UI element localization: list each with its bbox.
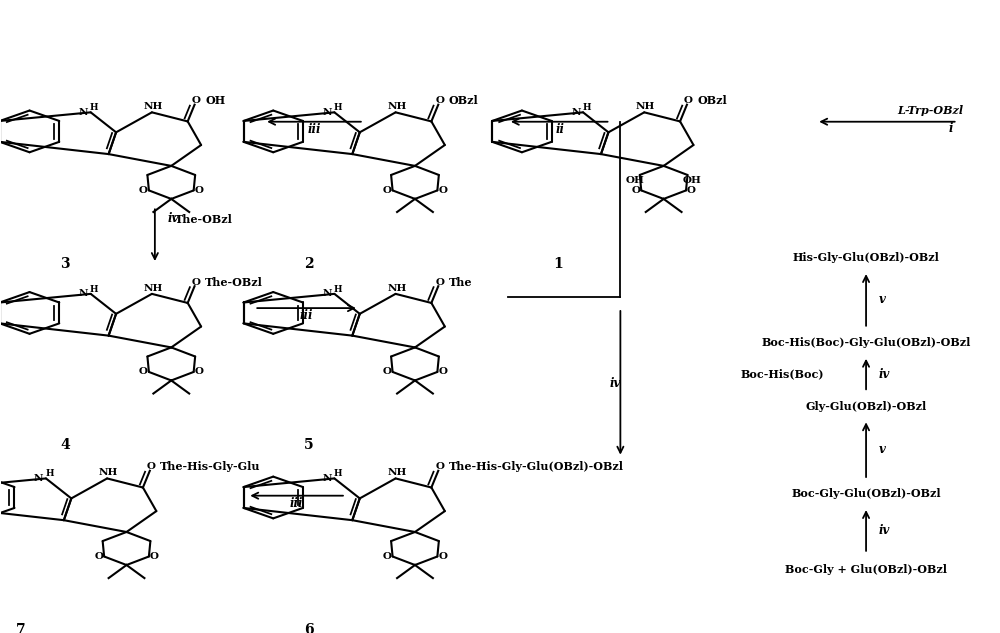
Text: H: H	[334, 103, 342, 112]
Text: NH: NH	[144, 102, 163, 111]
Text: iv: iv	[879, 368, 890, 380]
Text: O: O	[94, 552, 103, 561]
Text: N: N	[323, 108, 332, 117]
Text: H: H	[582, 103, 591, 112]
Text: NH: NH	[144, 284, 163, 292]
Text: 2: 2	[304, 257, 314, 271]
Text: O: O	[192, 96, 201, 105]
Text: N: N	[323, 474, 332, 483]
Text: O: O	[438, 552, 447, 561]
Text: v: v	[879, 443, 886, 456]
Text: O: O	[139, 186, 148, 195]
Text: O: O	[195, 367, 204, 377]
Text: Boc-His(Boc)-Gly-Glu(OBzl)-OBzl: Boc-His(Boc)-Gly-Glu(OBzl)-OBzl	[761, 337, 971, 348]
Text: O: O	[139, 367, 148, 377]
Text: Boc-Gly + Glu(OBzl)-OBzl: Boc-Gly + Glu(OBzl)-OBzl	[785, 564, 947, 575]
Text: OBzl: OBzl	[697, 96, 727, 106]
Text: iv: iv	[168, 212, 179, 225]
Text: NH: NH	[636, 102, 655, 111]
Text: Gly-Glu(OBzl)-OBzl: Gly-Glu(OBzl)-OBzl	[805, 401, 927, 411]
Text: OBzl: OBzl	[449, 96, 479, 106]
Text: O: O	[435, 278, 444, 287]
Text: 7: 7	[16, 623, 25, 633]
Text: H: H	[334, 470, 342, 479]
Text: N: N	[34, 474, 44, 483]
Text: NH: NH	[387, 284, 407, 292]
Text: N: N	[79, 289, 88, 298]
Text: O: O	[383, 367, 392, 377]
Text: The-OBzl: The-OBzl	[175, 214, 233, 225]
Text: OH: OH	[205, 96, 225, 106]
Text: N: N	[79, 108, 88, 117]
Text: O: O	[195, 186, 204, 195]
Text: O: O	[687, 186, 696, 195]
Text: His-Gly-Glu(OBzl)-OBzl: His-Gly-Glu(OBzl)-OBzl	[793, 253, 939, 263]
Text: 1: 1	[553, 257, 563, 271]
Text: H: H	[90, 103, 99, 112]
Text: NH: NH	[99, 468, 118, 477]
Text: O: O	[192, 278, 201, 287]
Text: The: The	[449, 277, 472, 288]
Text: iii: iii	[289, 497, 303, 510]
Text: NH: NH	[387, 468, 407, 477]
Text: N: N	[571, 108, 581, 117]
Text: iii: iii	[307, 123, 321, 136]
Text: O: O	[383, 552, 392, 561]
Text: i: i	[949, 122, 954, 135]
Text: N: N	[323, 289, 332, 298]
Text: The-His-Gly-Glu(OBzl)-OBzl: The-His-Gly-Glu(OBzl)-OBzl	[449, 461, 624, 472]
Text: Boc-Gly-Glu(OBzl)-OBzl: Boc-Gly-Glu(OBzl)-OBzl	[791, 489, 941, 499]
Text: O: O	[383, 186, 392, 195]
Text: ii: ii	[555, 123, 564, 136]
Text: H: H	[45, 470, 54, 479]
Text: 6: 6	[304, 623, 314, 633]
Text: iii: iii	[299, 310, 313, 322]
Text: 4: 4	[60, 439, 70, 453]
Text: O: O	[631, 186, 640, 195]
Text: iv: iv	[879, 524, 890, 537]
Text: Boc-His(Boc): Boc-His(Boc)	[741, 368, 824, 380]
Text: 5: 5	[304, 439, 314, 453]
Text: The-His-Gly-Glu: The-His-Gly-Glu	[160, 461, 261, 472]
Text: NH: NH	[387, 102, 407, 111]
Text: O: O	[150, 552, 159, 561]
Text: O: O	[438, 367, 447, 377]
Text: v: v	[879, 294, 886, 306]
Text: O: O	[684, 96, 693, 105]
Text: The-OBzl: The-OBzl	[205, 277, 263, 288]
Text: O: O	[438, 186, 447, 195]
Text: OH: OH	[626, 176, 645, 185]
Text: 3: 3	[61, 257, 70, 271]
Text: iv: iv	[609, 377, 621, 390]
Text: O: O	[147, 462, 156, 472]
Text: L-Trp-OBzl: L-Trp-OBzl	[897, 105, 964, 116]
Text: OH: OH	[683, 176, 701, 185]
Text: O: O	[435, 462, 444, 472]
Text: H: H	[90, 285, 99, 294]
Text: H: H	[334, 285, 342, 294]
Text: O: O	[435, 96, 444, 105]
